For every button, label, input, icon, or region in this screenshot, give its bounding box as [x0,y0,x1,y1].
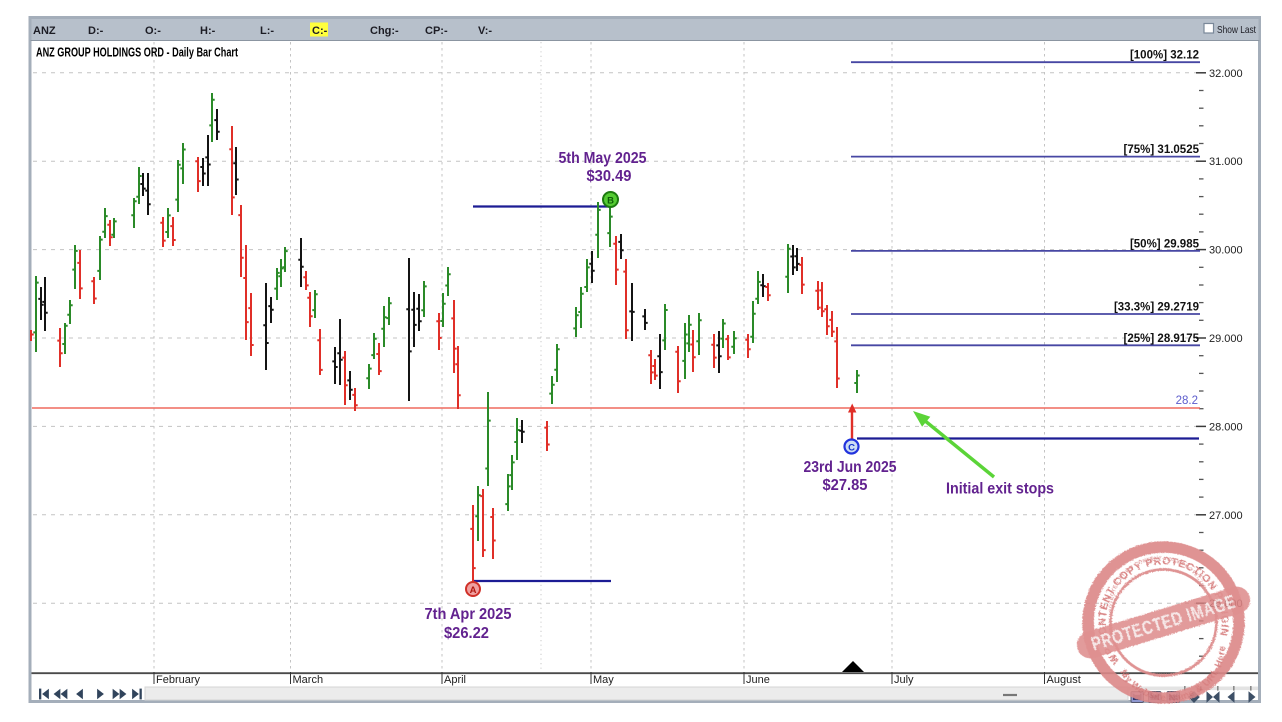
svg-text:[33.3%] 29.2719: [33.3%] 29.2719 [1114,302,1199,314]
svg-text:CP:-: CP:- [425,25,448,37]
svg-text:March: March [293,674,324,686]
svg-text:[75%] 31.0525: [75%] 31.0525 [1124,144,1200,156]
svg-text:V:-: V:- [478,25,492,37]
svg-text:[50%] 29.985: [50%] 29.985 [1130,238,1200,250]
svg-text:A: A [470,585,477,596]
svg-text:August: August [1047,674,1081,686]
svg-text:$26.22: $26.22 [444,625,489,642]
svg-text:[100%] 32.12: [100%] 32.12 [1130,50,1199,62]
svg-text:H:-: H:- [200,25,216,37]
svg-text:Initial exit stops: Initial exit stops [946,481,1054,498]
svg-text:July: July [894,674,914,686]
svg-text:28.000: 28.000 [1209,421,1243,433]
svg-text:28.2: 28.2 [1176,395,1198,407]
svg-text:C:-: C:- [312,25,328,37]
svg-text:D:-: D:- [88,25,104,37]
svg-text:ANZ: ANZ [33,25,56,37]
svg-text:L:-: L:- [260,25,274,37]
svg-text:O:-: O:- [145,25,161,37]
svg-text:5th May 2025: 5th May 2025 [559,150,647,167]
svg-text:[25%] 28.9175: [25%] 28.9175 [1124,333,1200,345]
svg-text:30.000: 30.000 [1209,245,1243,257]
svg-text:7th Apr 2025: 7th Apr 2025 [425,606,512,623]
svg-text:June: June [746,674,770,686]
svg-text:23rd Jun 2025: 23rd Jun 2025 [804,459,897,476]
svg-text:32.000: 32.000 [1209,68,1243,80]
svg-text:$30.49: $30.49 [587,168,632,185]
svg-text:27.000: 27.000 [1209,510,1243,522]
svg-text:29.000: 29.000 [1209,333,1243,345]
svg-text:May: May [593,674,614,686]
svg-text:31.000: 31.000 [1209,156,1243,168]
svg-text:February: February [156,674,201,686]
svg-text:Show Last: Show Last [1217,24,1256,36]
svg-text:C: C [848,443,855,454]
svg-text:April: April [444,674,466,686]
svg-text:$27.85: $27.85 [823,477,868,494]
svg-text:ANZ GROUP HOLDINGS ORD - Daily: ANZ GROUP HOLDINGS ORD - Daily Bar Chart [36,46,239,60]
svg-text:Chg:-: Chg:- [370,25,399,37]
svg-text:B: B [607,196,614,207]
